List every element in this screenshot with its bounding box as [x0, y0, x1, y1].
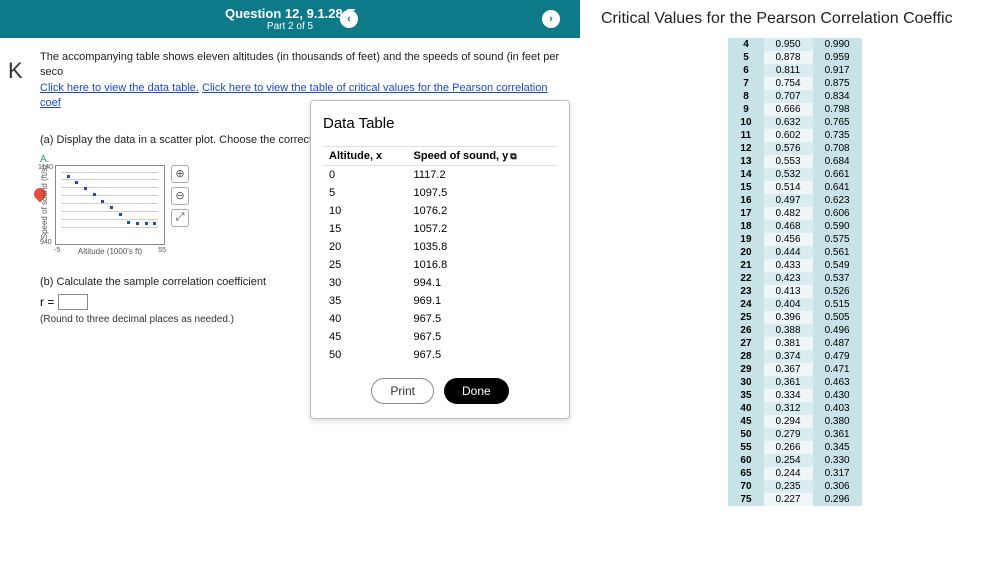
cv-row: 140.5320.661	[728, 168, 861, 181]
zoom-in-icon[interactable]: ⊕	[171, 165, 189, 183]
cv-row: 110.6020.735	[728, 129, 861, 142]
cv-row: 90.6660.798	[728, 103, 861, 116]
cv-row: 650.2440.317	[728, 467, 861, 480]
cv-row: 600.2540.330	[728, 454, 861, 467]
expand-icon[interactable]: ⤢	[171, 209, 189, 227]
cv-row: 70.7540.875	[728, 77, 861, 90]
cv-row: 190.4560.575	[728, 233, 861, 246]
question-header: ‹ Question 12, 9.1.28-T Part 2 of 5 ›	[0, 0, 580, 38]
data-table-link[interactable]: Click here to view the data table.	[40, 82, 199, 94]
table-row: 01117.2	[323, 166, 557, 185]
table-row: 251016.8	[323, 256, 557, 274]
r-value-input[interactable]	[58, 294, 88, 310]
cv-row: 130.5530.684	[728, 155, 861, 168]
table-row: 201035.8	[323, 238, 557, 256]
cv-row: 290.3670.471	[728, 363, 861, 376]
cv-row: 500.2790.361	[728, 428, 861, 441]
cv-row: 230.4130.526	[728, 285, 861, 298]
popup-title: Data Table	[323, 115, 557, 132]
cv-row: 400.3120.403	[728, 402, 861, 415]
cv-row: 120.5760.708	[728, 142, 861, 155]
cv-row: 550.2660.345	[728, 441, 861, 454]
cv-row: 240.4040.515	[728, 298, 861, 311]
cv-row: 180.4680.590	[728, 220, 861, 233]
cv-row: 170.4820.606	[728, 207, 861, 220]
done-button[interactable]: Done	[444, 378, 509, 404]
copy-icon[interactable]: ⧉	[510, 151, 516, 161]
table-row: 30994.1	[323, 274, 557, 292]
critical-values-pane: Critical Values for the Pearson Correlat…	[595, 0, 995, 573]
col-speed: Speed of sound, y⧉	[408, 147, 557, 166]
cv-row: 60.8110.917	[728, 64, 861, 77]
table-row: 151057.2	[323, 220, 557, 238]
cv-row: 160.4970.623	[728, 194, 861, 207]
cv-row: 250.3960.505	[728, 311, 861, 324]
cv-row: 280.3740.479	[728, 350, 861, 363]
critical-values-table: 40.9500.99050.8780.95960.8110.91770.7540…	[728, 38, 861, 506]
question-number: Question 12, 9.1.28-T	[225, 6, 355, 21]
cv-row: 350.3340.430	[728, 389, 861, 402]
cv-row: 200.4440.561	[728, 246, 861, 259]
table-row: 50967.5	[323, 346, 557, 364]
cv-row: 260.3880.496	[728, 324, 861, 337]
col-altitude: Altitude, x	[323, 147, 408, 166]
cv-row: 270.3810.487	[728, 337, 861, 350]
cv-row: 220.4230.537	[728, 272, 861, 285]
table-row: 51097.5	[323, 184, 557, 202]
intro-text: The accompanying table shows eleven alti…	[40, 51, 559, 78]
prev-question-button[interactable]: ‹	[340, 10, 358, 28]
cv-row: 210.4330.549	[728, 259, 861, 272]
r-equals-label: r =	[40, 295, 54, 309]
x-axis-label: Altitude (1000's ft)	[55, 247, 165, 256]
cv-row: 300.3610.463	[728, 376, 861, 389]
table-row: 45967.5	[323, 328, 557, 346]
data-table-popup: Data Table Altitude, x Speed of sound, y…	[310, 100, 570, 419]
cv-row: 750.2270.296	[728, 493, 861, 506]
cv-row: 700.2350.306	[728, 480, 861, 493]
cv-title: Critical Values for the Pearson Correlat…	[601, 10, 989, 28]
cv-row: 450.2940.380	[728, 415, 861, 428]
table-row: 35969.1	[323, 292, 557, 310]
data-table: Altitude, x Speed of sound, y⧉ 01117.251…	[323, 146, 557, 364]
cv-row: 40.9500.990	[728, 38, 861, 51]
table-row: 101076.2	[323, 202, 557, 220]
y-axis-label: Speed of sound (ft/s)	[40, 165, 49, 239]
cv-row: 50.8780.959	[728, 51, 861, 64]
next-question-button[interactable]: ›	[542, 10, 560, 28]
zoom-out-icon[interactable]: ⊖	[171, 187, 189, 205]
table-row: 40967.5	[323, 310, 557, 328]
cv-row: 150.5140.641	[728, 181, 861, 194]
cv-row: 80.7070.834	[728, 90, 861, 103]
part-label: Part 2 of 5	[225, 21, 355, 32]
print-button[interactable]: Print	[371, 378, 434, 404]
cv-row: 100.6320.765	[728, 116, 861, 129]
scatter-plot-option[interactable]: 1140 940 -5 55	[55, 165, 165, 245]
